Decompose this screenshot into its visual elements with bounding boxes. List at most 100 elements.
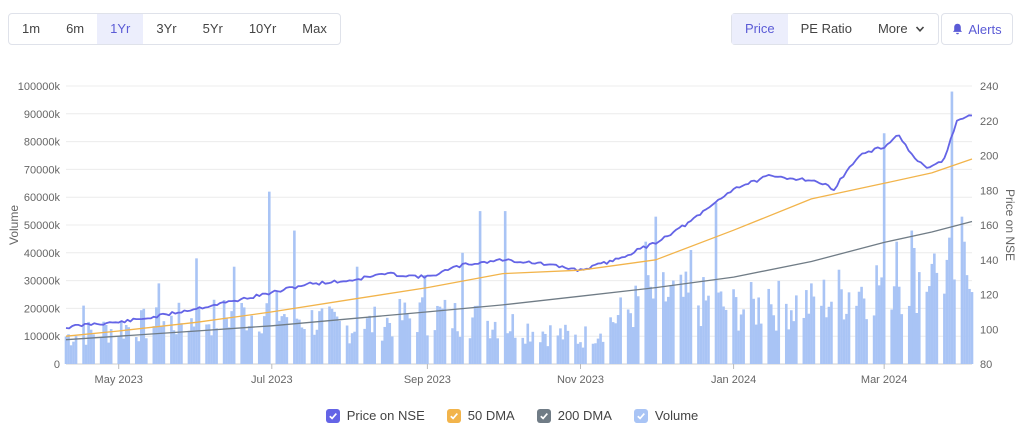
- volume-bar: [875, 265, 878, 364]
- more-dropdown[interactable]: More: [865, 14, 938, 44]
- volume-bar: [737, 330, 740, 364]
- volume-bar: [662, 272, 665, 364]
- right-tick-label: 160: [980, 220, 998, 232]
- alerts-button[interactable]: Alerts: [941, 13, 1013, 45]
- range-1yr[interactable]: 1Yr: [97, 14, 144, 44]
- volume-bar: [805, 290, 808, 364]
- volume-bar: [521, 337, 525, 364]
- volume-bar: [651, 298, 655, 364]
- legend-50dma[interactable]: 50 DMA: [446, 408, 515, 423]
- volume-bar: [345, 325, 349, 364]
- volume-bar: [72, 341, 75, 364]
- volume-bar: [260, 333, 264, 364]
- volume-bar: [172, 330, 176, 364]
- range-10yr[interactable]: 10Yr: [248, 21, 277, 36]
- volume-bar: [526, 323, 530, 364]
- volume-bar: [544, 333, 547, 364]
- x-tick-label: Nov 2023: [557, 374, 604, 386]
- volume-bar: [350, 333, 354, 364]
- volume-bar: [596, 338, 600, 364]
- range-max[interactable]: Max: [302, 21, 327, 36]
- volume-bar: [915, 312, 919, 364]
- legend-volume[interactable]: Volume: [633, 408, 698, 423]
- volume-bar: [579, 342, 582, 364]
- left-tick-label: 20000k: [24, 303, 61, 315]
- volume-bar: [476, 305, 479, 364]
- volume-bar: [310, 310, 314, 364]
- volume-bar: [925, 291, 929, 364]
- volume-bar: [205, 324, 208, 364]
- volume-bar: [584, 326, 587, 364]
- right-tick-label: 80: [980, 359, 992, 371]
- volume-bar: [318, 311, 321, 364]
- volume-bar: [767, 288, 771, 364]
- volume-bar: [506, 333, 510, 364]
- volume-bar: [882, 133, 886, 364]
- chart-legend: Price on NSE 50 DMA 200 DMA Volume: [0, 408, 1024, 423]
- volume-bar: [443, 299, 447, 364]
- range-3yr[interactable]: 3Yr: [156, 21, 177, 36]
- range-5yr[interactable]: 5Yr: [202, 21, 223, 36]
- tab-pe-ratio[interactable]: PE Ratio: [800, 21, 852, 36]
- volume-bar: [594, 343, 597, 364]
- legend-price[interactable]: Price on NSE: [325, 408, 425, 423]
- volume-bar: [175, 334, 178, 364]
- volume-bar: [807, 313, 811, 364]
- volume-bar: [644, 241, 648, 364]
- volume-bar: [531, 331, 535, 364]
- volume-bar: [468, 338, 472, 364]
- volume-bar: [619, 297, 622, 364]
- volume-bar: [227, 327, 231, 364]
- volume-bar: [549, 325, 552, 364]
- volume-bar: [197, 308, 201, 364]
- volume-bar: [355, 266, 359, 364]
- volume-bar: [370, 332, 374, 364]
- volume-bar: [860, 286, 863, 364]
- volume-bar: [187, 330, 191, 364]
- volume-bar: [784, 303, 788, 364]
- volume-bar: [702, 277, 705, 364]
- legend-200dma[interactable]: 200 DMA: [536, 408, 612, 423]
- volume-bar: [830, 301, 833, 364]
- left-tick-label: 50000k: [24, 220, 61, 232]
- volume-bar: [910, 230, 914, 364]
- tab-price[interactable]: Price: [732, 14, 788, 44]
- volume-bar: [601, 341, 605, 364]
- alerts-label: Alerts: [968, 21, 1002, 37]
- volume-bar: [74, 336, 78, 364]
- volume-bar: [546, 346, 550, 364]
- volume-bar: [787, 329, 791, 364]
- volume-bar: [687, 292, 690, 364]
- volume-bar: [654, 216, 658, 364]
- volume-bar: [539, 342, 542, 364]
- range-1m[interactable]: 1m: [22, 21, 41, 36]
- volume-bar: [777, 280, 781, 364]
- x-tick-label: Sep 2023: [404, 374, 451, 386]
- volume-bar: [486, 320, 489, 364]
- volume-bar: [897, 286, 901, 364]
- volume-bar: [84, 344, 88, 364]
- right-tick-label: 200: [980, 151, 998, 163]
- volume-bar: [160, 326, 163, 364]
- volume-bar: [155, 307, 158, 364]
- range-6m[interactable]: 6m: [66, 21, 85, 36]
- volume-bar: [87, 321, 90, 364]
- left-tick-label: 100000k: [18, 81, 61, 93]
- x-tick-label: Jul 2023: [251, 374, 293, 386]
- y-axis-label-left: Volume: [7, 205, 21, 245]
- volume-bar: [636, 296, 640, 364]
- volume-bar: [262, 316, 266, 364]
- volume-bar: [626, 309, 630, 364]
- volume-bar: [207, 324, 211, 364]
- volume-bar: [67, 334, 70, 364]
- volume-bar: [478, 211, 482, 364]
- volume-bar: [960, 216, 964, 364]
- volume-bar: [559, 328, 562, 364]
- volume-bar: [646, 275, 650, 364]
- volume-bar: [742, 309, 745, 364]
- volume-bar: [283, 314, 286, 364]
- volume-bar: [242, 307, 246, 364]
- volume-bar: [541, 331, 545, 364]
- volume-bar: [250, 315, 254, 364]
- range-selector: 1m 6m 1Yr 3Yr 5Yr 10Yr Max: [8, 13, 341, 45]
